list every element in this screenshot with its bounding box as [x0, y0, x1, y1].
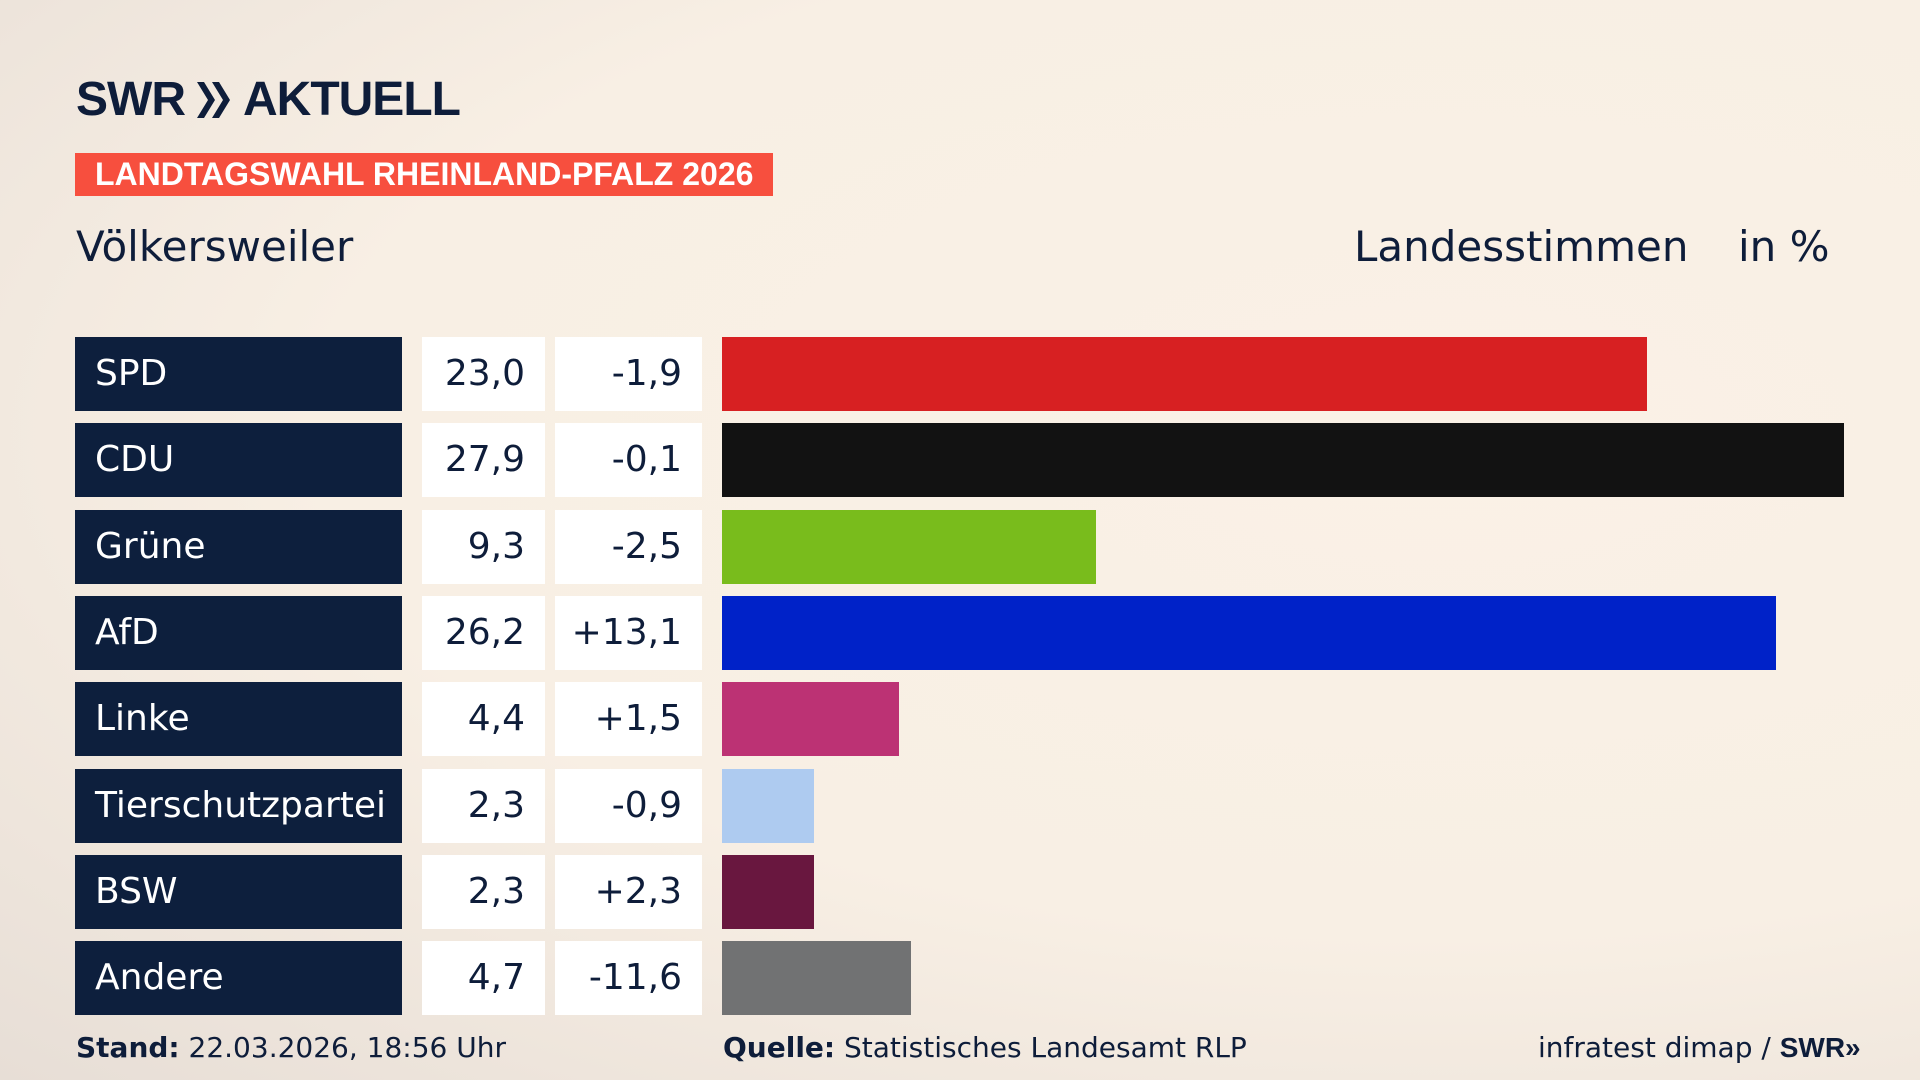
bar: [722, 682, 899, 757]
stand: Stand: 22.03.2026, 18:56 Uhr: [76, 1031, 506, 1064]
value-label: 4,4: [422, 682, 545, 757]
change-label: -2,5: [555, 509, 702, 584]
bar-row: Linke 4,4 +1,5: [75, 682, 1875, 757]
bar-row: Andere 4,7 -11,6: [75, 941, 1875, 1016]
change-label: -1,9: [555, 337, 702, 411]
bar-row: SPD 23,0 -1,9: [75, 337, 1875, 411]
election-banner: LANDTAGSWAHL RHEINLAND-PFALZ 2026: [75, 153, 774, 196]
change-label: -0,1: [555, 423, 702, 498]
bar: [722, 941, 911, 1016]
source: Quelle: Statistisches Landesamt RLP: [723, 1031, 1247, 1064]
bar: [722, 595, 1776, 670]
change-label: +1,5: [555, 682, 702, 757]
value-label: 4,7: [422, 941, 545, 1016]
party-label: BSW: [75, 854, 402, 929]
change-label: +2,3: [555, 854, 702, 929]
double-chevron-icon: [196, 81, 230, 118]
stand-value: 22.03.2026, 18:56 Uhr: [188, 1031, 506, 1064]
measure-label: Landesstimmen: [1354, 222, 1689, 271]
party-label: Grüne: [75, 509, 402, 584]
bar-row: CDU 27,9 -0,1: [75, 423, 1875, 498]
change-label: -0,9: [555, 768, 702, 843]
value-label: 9,3: [422, 509, 545, 584]
bar: [722, 768, 815, 843]
bar-row: Grüne 9,3 -2,5: [75, 509, 1875, 584]
bar: [722, 337, 1647, 411]
party-label: Linke: [75, 682, 402, 757]
party-label: Tierschutzpartei: [75, 768, 402, 843]
logo-aktuell: AKTUELL: [242, 73, 461, 126]
source-value: Statistisches Landesamt RLP: [844, 1031, 1247, 1064]
credit: infratest dimap / SWR»: [1538, 1031, 1861, 1064]
logo-swr: SWR: [76, 73, 186, 126]
stand-label: Stand:: [76, 1031, 180, 1064]
party-label: AfD: [75, 595, 402, 670]
value-label: 2,3: [422, 768, 545, 843]
unit-label: in %: [1738, 222, 1830, 271]
credit-swr-logo: SWR»: [1779, 1032, 1861, 1063]
bar: [722, 854, 815, 929]
value-label: 2,3: [422, 854, 545, 929]
location-title: Völkersweiler: [76, 222, 354, 271]
change-label: -11,6: [555, 941, 702, 1016]
bar-row: BSW 2,3 +2,3: [75, 854, 1875, 929]
change-label: +13,1: [555, 595, 702, 670]
bar: [722, 509, 1096, 584]
party-label: Andere: [75, 941, 402, 1016]
value-label: 27,9: [422, 423, 545, 498]
bar-row: Tierschutzpartei 2,3 -0,9: [75, 768, 1875, 843]
value-label: 26,2: [422, 595, 545, 670]
party-label: SPD: [75, 337, 402, 411]
source-label: Quelle:: [723, 1031, 836, 1064]
value-label: 23,0: [422, 337, 545, 411]
bar: [722, 423, 1844, 498]
bar-row: AfD 26,2 +13,1: [75, 595, 1875, 670]
party-label: CDU: [75, 423, 402, 498]
swr-aktuell-logo: SWR AKTUELL: [76, 72, 461, 127]
credit-text: infratest dimap /: [1538, 1031, 1771, 1064]
